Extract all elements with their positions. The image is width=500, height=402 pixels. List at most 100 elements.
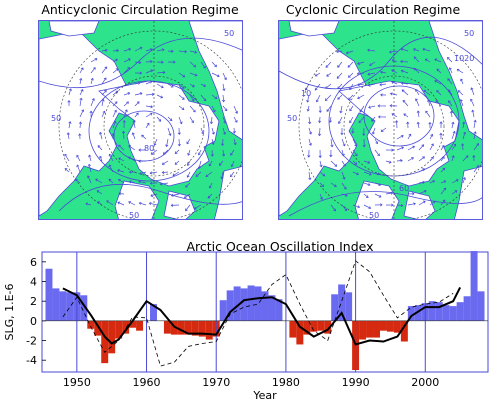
wind-vector-arrowhead (96, 190, 100, 193)
wind-vector-arrow (367, 72, 376, 75)
wind-vector-arrow (211, 138, 214, 145)
wind-vector-arrow (67, 132, 70, 140)
wind-vector-arrowhead (138, 60, 142, 65)
wind-vector-arrow (367, 49, 376, 52)
wind-vector-arrowhead (170, 84, 174, 88)
wind-vector-arrowhead (184, 50, 188, 54)
wind-vector-arrow (178, 72, 185, 78)
wind-vector-arrowhead (106, 200, 109, 204)
wind-vector-arrow (449, 67, 453, 74)
index-bar (317, 320, 325, 331)
wind-vector-arrowhead (232, 131, 236, 134)
contour-label: 50 (369, 211, 379, 220)
wind-vector-arrowhead (230, 152, 233, 156)
wind-vector-arrowhead (412, 145, 415, 149)
wind-vector-arrowhead (150, 48, 153, 52)
wind-vector-arrowhead (151, 92, 155, 97)
wind-vector-arrowhead (185, 208, 188, 212)
wind-vector-arrow (417, 122, 420, 129)
wind-vector-arrow (363, 171, 372, 176)
wind-vector-arrowhead (434, 80, 438, 83)
wind-vector-arrow (448, 89, 453, 96)
wind-vector-arrowhead (122, 119, 126, 123)
y-tick-label: -2 (26, 335, 37, 348)
wind-vector-arrow (307, 105, 310, 112)
wind-vector-arrowhead (391, 203, 394, 207)
wind-vector-arrowhead (319, 164, 323, 168)
wind-vector-arrowhead (172, 173, 176, 177)
y-tick-label: 2 (30, 295, 37, 308)
wind-vector-arrowhead (141, 134, 144, 138)
wind-vector-arrowhead (80, 67, 84, 71)
wind-vector-arrowhead (469, 98, 473, 102)
wind-vector-arrowhead (127, 67, 131, 70)
wind-vector-arrow (326, 105, 332, 112)
wind-vector-arrowhead (356, 72, 360, 76)
wind-vector-arrow (451, 179, 459, 184)
wind-vector-arrowhead (329, 154, 333, 158)
wind-vector-arrow (436, 90, 442, 96)
wind-vector-arrow (402, 100, 409, 107)
wind-vector-arrowhead (79, 77, 83, 81)
index-bar (373, 320, 380, 338)
wind-vector-arrow (440, 187, 447, 195)
wind-vector-arrow (145, 113, 153, 118)
wind-vector-arrow (118, 144, 125, 151)
wind-vector-arrow (231, 160, 235, 167)
wind-vector-arrow (150, 193, 158, 197)
wind-vector-arrow (207, 193, 213, 199)
wind-vector-arrow (129, 181, 136, 184)
wind-vector-arrowhead (339, 110, 343, 114)
wind-vector-arrowhead (150, 152, 154, 155)
wind-vector-arrowhead (108, 164, 112, 168)
wind-vector-arrowhead (451, 121, 455, 125)
wind-vector-arrowhead (197, 166, 201, 170)
contour-label: 80 (144, 144, 154, 153)
wind-vector-arrow (79, 109, 84, 118)
wind-vector-arrow (451, 122, 454, 129)
wind-vector-arrow (440, 199, 446, 206)
wind-vector-arrow (117, 169, 125, 173)
wind-vector-arrowhead (422, 47, 426, 51)
wind-vector-arrow (337, 94, 343, 100)
wind-vector-arrowhead (425, 110, 428, 114)
wind-vector-arrowhead (91, 98, 95, 101)
index-bar (456, 302, 464, 321)
wind-vector-arrow (233, 116, 238, 123)
wind-vector-arrowhead (186, 141, 190, 145)
wind-vector-arrow (447, 57, 453, 63)
wind-vector-arrow (337, 61, 343, 68)
wind-vector-arrow (222, 94, 225, 102)
wind-vector-arrowhead (375, 141, 379, 145)
wind-vector-arrow (352, 138, 357, 147)
wind-vector-arrow (352, 171, 359, 175)
wind-vector-arrow (330, 138, 333, 147)
index-bar (275, 299, 283, 321)
wind-vector-arrowhead (79, 97, 83, 101)
wind-vector-arrow (396, 160, 403, 162)
wind-vector-arrowhead (87, 163, 91, 167)
wind-vector-arrowhead (343, 163, 346, 167)
contour-label: 60 (399, 184, 409, 193)
wind-vector-arrowhead (457, 90, 461, 93)
wind-vector-arrowhead (401, 89, 405, 93)
wind-vector-arrow (341, 193, 348, 197)
wind-vector-arrow (174, 149, 180, 154)
wind-vector-arrowhead (456, 68, 460, 72)
index-bar (233, 286, 241, 321)
wind-vector-arrow (401, 89, 409, 96)
wind-vector-arrowhead (314, 87, 318, 91)
wind-vector-arrowhead (182, 74, 186, 78)
wind-vector-arrowhead (368, 105, 371, 109)
wind-vector-arrow (462, 155, 469, 162)
wind-vector-arrow (156, 116, 162, 122)
wind-vector-arrowhead (413, 67, 417, 71)
plot-area: -4 -2 0 2 4 6 1950 1960 1970 1980 1990 2000 (26, 251, 489, 389)
y-tick-label: -4 (26, 354, 37, 367)
wind-vector-arrow (379, 83, 387, 86)
wind-vector-arrowhead (131, 132, 135, 136)
wind-vector-arrowhead (400, 69, 404, 73)
wind-vector-arrow (401, 48, 409, 52)
wind-vector-arrowhead (210, 154, 214, 157)
wind-vector-arrow (108, 164, 114, 173)
